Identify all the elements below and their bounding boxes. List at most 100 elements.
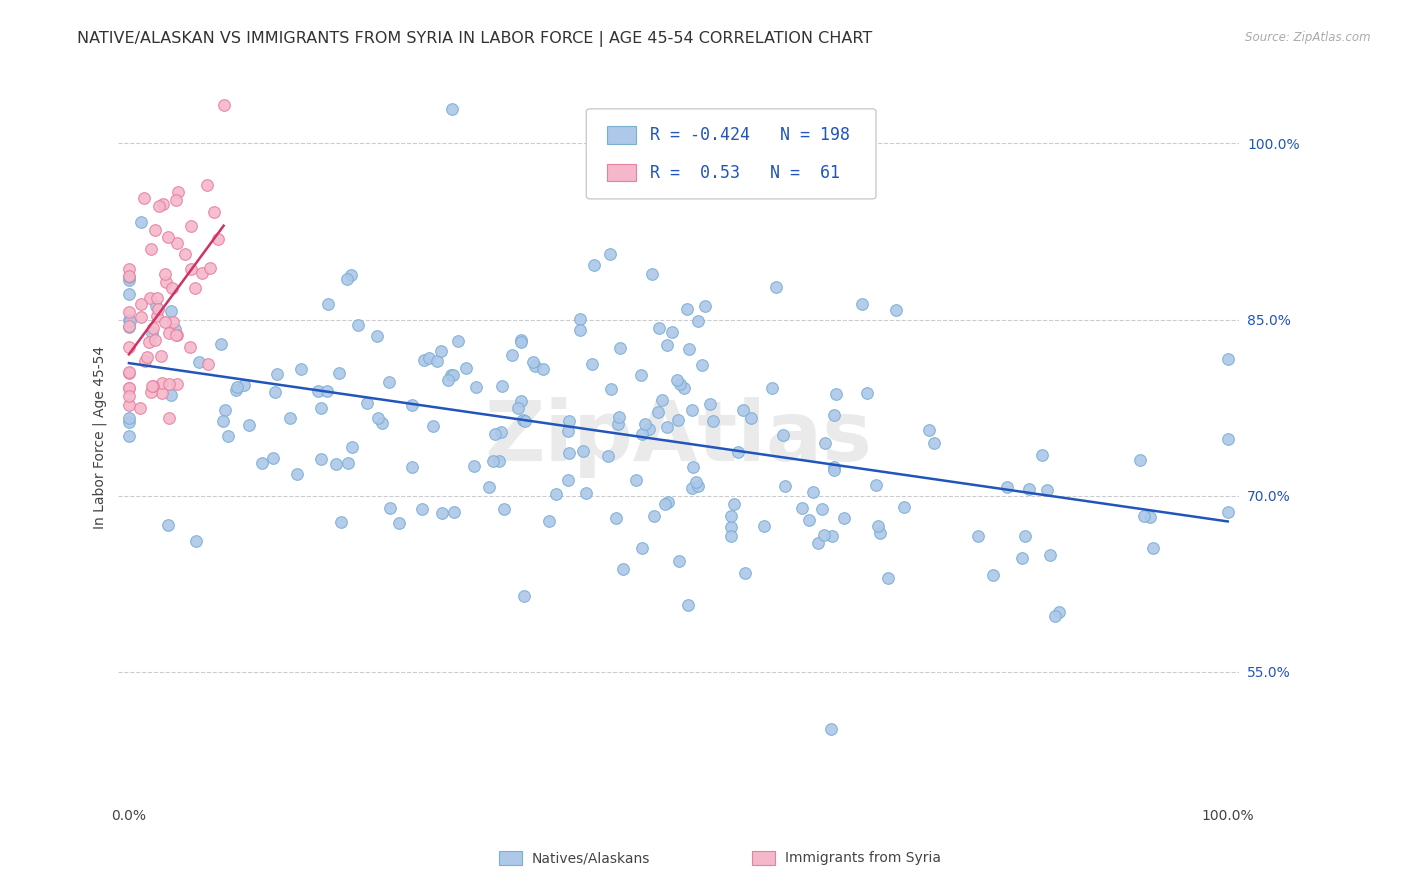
Point [981, 567, 1004, 582]
Point [207, 232, 229, 246]
Point [152, 197, 174, 211]
Point [501, 348, 523, 362]
Point [195, 178, 218, 192]
Point [685, 475, 707, 489]
Point [339, 268, 361, 283]
Point [598, 449, 620, 463]
Point [367, 411, 389, 425]
Text: Natives/Alaskans: Natives/Alaskans [531, 851, 650, 865]
Point [609, 341, 631, 355]
Point [226, 380, 249, 394]
Point [347, 318, 370, 332]
Text: Immigrants from Syria: Immigrants from Syria [785, 851, 941, 865]
Point [807, 536, 830, 550]
Point [134, 354, 156, 368]
Point [734, 566, 756, 581]
Point [557, 473, 579, 487]
Point [141, 379, 163, 393]
Point [510, 334, 533, 349]
Point [200, 261, 222, 276]
Point [157, 229, 180, 244]
Point [522, 355, 544, 369]
Point [212, 98, 235, 112]
Point [583, 258, 606, 272]
Point [676, 599, 699, 613]
Point [754, 518, 776, 533]
Point [675, 301, 697, 316]
Point [634, 417, 657, 431]
Point [401, 398, 423, 412]
Point [118, 416, 141, 430]
Point [512, 413, 534, 427]
Point [1043, 609, 1066, 624]
Point [148, 199, 170, 213]
Point [129, 401, 152, 415]
Point [118, 318, 141, 333]
Point [157, 377, 180, 392]
Point [118, 340, 141, 354]
Point [264, 384, 287, 399]
Point [1039, 548, 1062, 562]
Point [166, 236, 188, 251]
Point [307, 384, 329, 398]
Point [186, 534, 208, 549]
Text: ZipAtlas: ZipAtlas [484, 397, 872, 477]
Point [118, 389, 141, 403]
Point [290, 362, 312, 376]
Point [146, 309, 169, 323]
Point [702, 414, 724, 428]
Point [336, 272, 359, 286]
Point [599, 247, 621, 261]
Point [690, 358, 713, 372]
Point [377, 376, 399, 390]
Point [139, 243, 162, 257]
Point [648, 321, 671, 335]
Point [855, 385, 877, 400]
Point [422, 418, 444, 433]
Point [668, 553, 690, 567]
Point [655, 337, 678, 351]
Point [492, 502, 515, 516]
Point [482, 454, 505, 468]
Point [187, 354, 209, 368]
Point [865, 478, 887, 492]
Point [612, 562, 634, 576]
Point [145, 299, 167, 313]
Point [666, 373, 689, 387]
Point [162, 315, 184, 329]
Point [834, 511, 856, 525]
Point [150, 376, 173, 391]
Point [441, 368, 464, 383]
Point [772, 427, 794, 442]
Point [1047, 605, 1070, 619]
Point [155, 275, 177, 289]
Point [412, 353, 434, 368]
Point [506, 401, 529, 415]
Point [166, 376, 188, 391]
Point [1035, 483, 1057, 497]
Point [129, 310, 152, 325]
Point [148, 302, 170, 317]
Point [765, 280, 787, 294]
Point [465, 380, 488, 394]
Point [454, 360, 477, 375]
Point [143, 333, 166, 347]
Point [150, 385, 173, 400]
Point [118, 429, 141, 443]
Point [630, 368, 652, 382]
Point [285, 467, 308, 482]
Text: Source: ZipAtlas.com: Source: ZipAtlas.com [1246, 31, 1371, 45]
Point [316, 297, 339, 311]
Point [682, 460, 704, 475]
Point [118, 273, 141, 287]
Point [118, 319, 141, 334]
Point [869, 526, 891, 541]
Point [309, 401, 332, 415]
Point [599, 382, 621, 396]
Point [731, 403, 754, 417]
Y-axis label: In Labor Force | Age 45-54: In Labor Force | Age 45-54 [93, 345, 107, 529]
Point [513, 589, 536, 603]
Point [606, 417, 628, 431]
Point [159, 411, 181, 425]
Point [118, 381, 141, 395]
